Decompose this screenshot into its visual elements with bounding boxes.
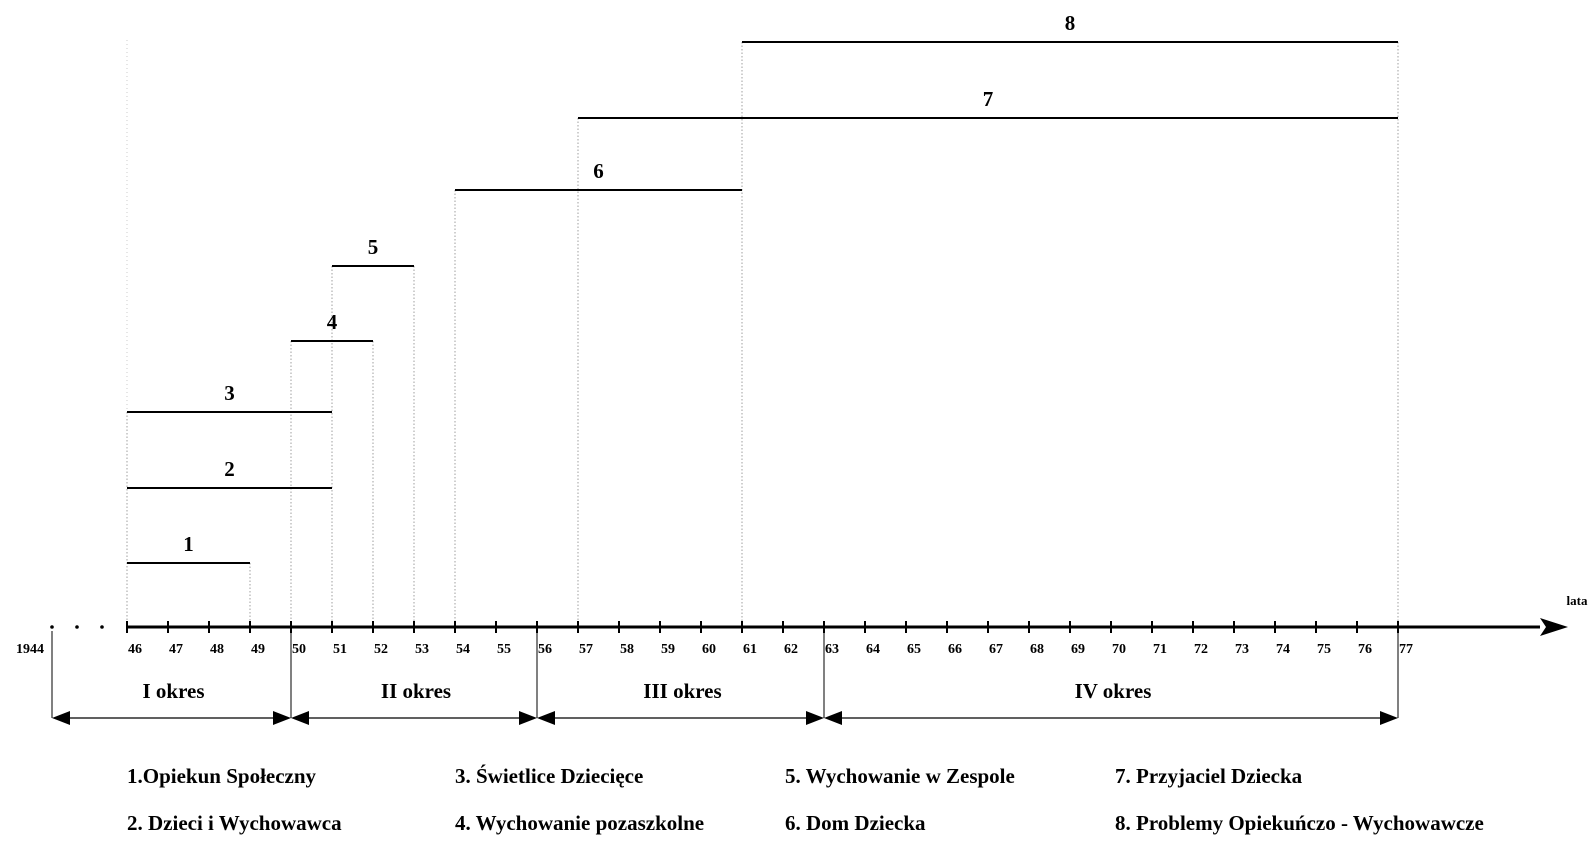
tick-label-73: 73: [1235, 642, 1249, 657]
tick-label-67: 67: [989, 642, 1003, 657]
tick-label-49: 49: [251, 642, 265, 657]
bar-label-6: 6: [593, 159, 604, 183]
legend-item-6: 6. Dom Dziecka: [785, 811, 926, 835]
tick-label-75: 75: [1317, 642, 1331, 657]
tick-label-59: 59: [661, 642, 675, 657]
axis-arrow: [1540, 618, 1568, 636]
tick-label-54: 54: [456, 642, 470, 657]
period-arrowhead-left: [824, 711, 842, 725]
bar-label-4: 4: [327, 310, 338, 334]
periods: I okres II okres III okres IV okres: [51, 631, 1399, 725]
period-arrowhead-left: [52, 711, 70, 725]
tick-label-46: 46: [128, 642, 142, 657]
tick-label-52: 52: [374, 642, 388, 657]
tick-label-69: 69: [1071, 642, 1085, 657]
tick-label-56: 56: [538, 642, 552, 657]
axis-dot: [100, 625, 104, 629]
tick-label-61: 61: [743, 642, 757, 657]
tick-label-72: 72: [1194, 642, 1208, 657]
bars: 1 2 3 4 5 6 7 8: [127, 11, 1398, 564]
tick-label-58: 58: [620, 642, 634, 657]
legend-item-7: 7. Przyjaciel Dziecka: [1115, 764, 1303, 788]
tick-label-47: 47: [169, 642, 183, 657]
bar-label-7: 7: [983, 87, 994, 111]
tick-label-64: 64: [866, 642, 880, 657]
bar-label-8: 8: [1065, 11, 1076, 35]
bar-label-5: 5: [368, 235, 379, 259]
legend-item-4: 4. Wychowanie pozaszkolne: [455, 811, 705, 835]
tick-label-68: 68: [1030, 642, 1044, 657]
period-arrowhead-right: [519, 711, 537, 725]
axis-dot: [75, 625, 79, 629]
tick-label-50: 50: [292, 642, 306, 657]
tick-label-48: 48: [210, 642, 224, 657]
tick-label-74: 74: [1276, 642, 1290, 657]
period-label-2: II okres: [381, 679, 451, 703]
tick-label-66: 66: [948, 642, 962, 657]
axis-dot: [50, 625, 54, 629]
period-arrowhead-left: [291, 711, 309, 725]
axis-label: lata: [1567, 593, 1588, 608]
bar-label-1: 1: [183, 532, 194, 556]
tick-label-51: 51: [333, 642, 347, 657]
tick-label-77: 77: [1399, 642, 1413, 657]
tick-label-57: 57: [579, 642, 593, 657]
period-arrowhead-right: [1380, 711, 1398, 725]
tick-label-65: 65: [907, 642, 921, 657]
year-axis: lata 1944 46 47 48 49 50 51 52 53 54 55 56 57 58 59 60 61…: [16, 593, 1588, 657]
tick-label-63: 63: [825, 642, 839, 657]
legend-item-5: 5. Wychowanie w Zespole: [785, 764, 1015, 788]
bar-label-3: 3: [224, 381, 235, 405]
bar-label-2: 2: [224, 457, 235, 481]
tick-label-55: 55: [497, 642, 511, 657]
period-label-3: III okres: [643, 679, 721, 703]
legend-item-1: 1.Opiekun Społeczny: [127, 764, 317, 788]
period-arrowhead-right: [806, 711, 824, 725]
period-label-4: IV okres: [1075, 679, 1152, 703]
legend-item-2: 2. Dzieci i Wychowawca: [127, 811, 342, 835]
tick-label-60: 60: [702, 642, 716, 657]
legend-item-3: 3. Świetlice Dziecięce: [455, 764, 644, 788]
tick-label-62: 62: [784, 642, 798, 657]
period-label-1: I okres: [142, 679, 204, 703]
tick-label-53: 53: [415, 642, 429, 657]
period-arrowhead-left: [537, 711, 555, 725]
legend-item-8: 8. Problemy Opiekuńczo - Wychowawcze: [1115, 811, 1484, 835]
guide-lines: [126, 40, 1399, 627]
tick-label-71: 71: [1153, 642, 1167, 657]
tick-label-76: 76: [1358, 642, 1372, 657]
tick-label-1944: 1944: [16, 642, 44, 657]
period-arrowhead-right: [273, 711, 291, 725]
tick-label-70: 70: [1112, 642, 1126, 657]
